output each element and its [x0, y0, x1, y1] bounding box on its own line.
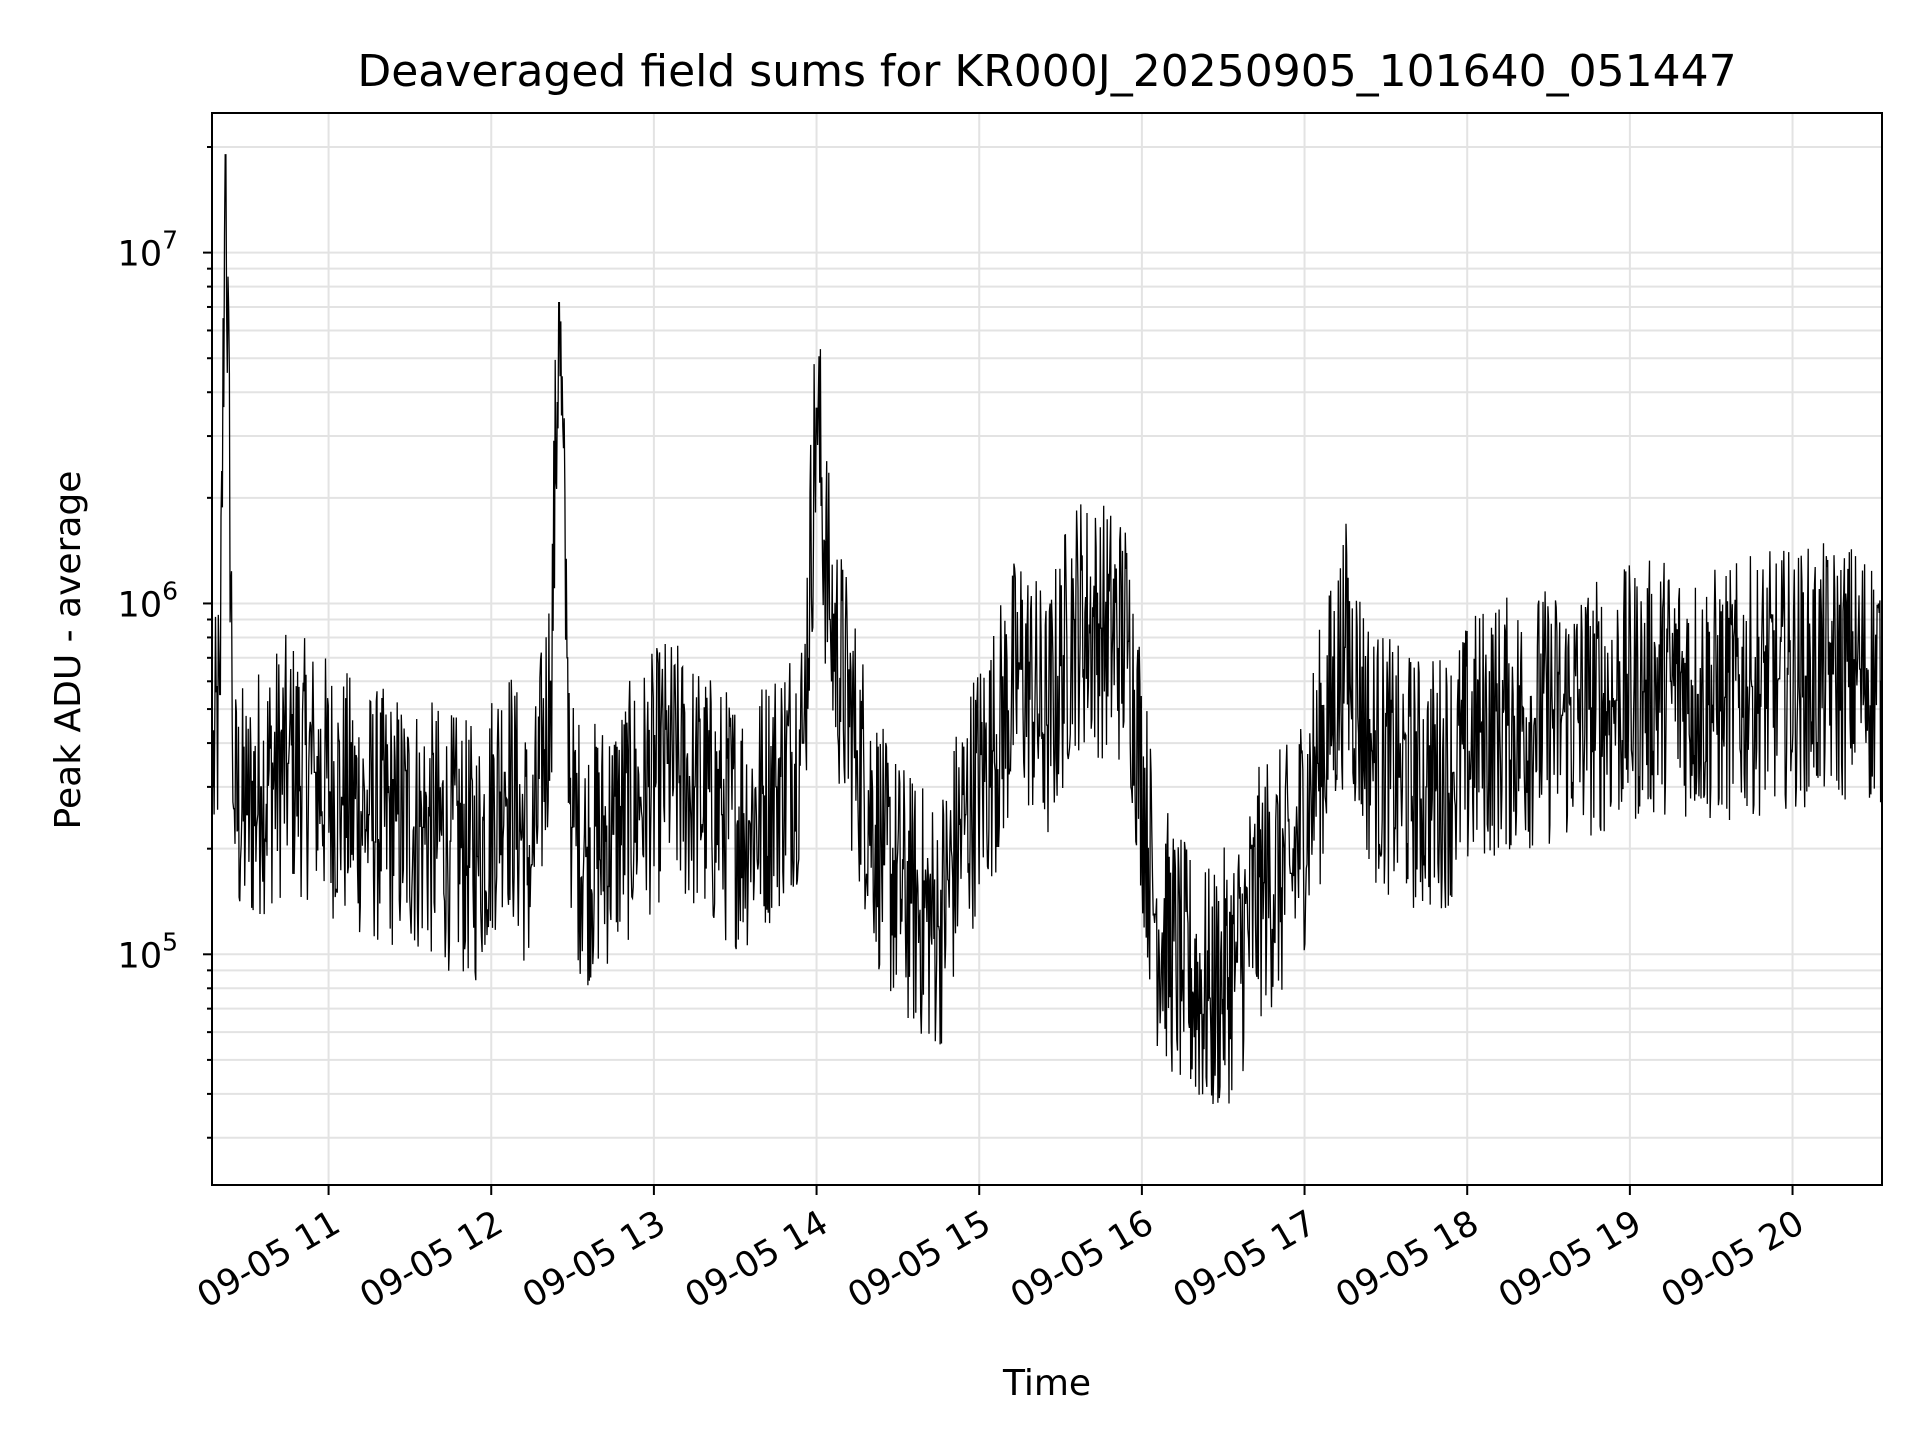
series-path [212, 154, 1882, 1105]
plot-frame [211, 112, 1883, 1186]
chart-title: Deaveraged field sums for KR000J_2025090… [357, 46, 1736, 97]
x-tick-label: 09-05 16 [1004, 1203, 1160, 1316]
series-line [212, 154, 1882, 1105]
y-tick-label: 107 [118, 226, 178, 275]
y-axis-label: Peak ADU - average [48, 471, 89, 830]
y-tick-exponent: 6 [162, 576, 178, 605]
x-tick-label: 09-05 19 [1492, 1203, 1648, 1316]
x-tick-label: 09-05 17 [1167, 1203, 1323, 1316]
x-tick-label: 09-05 11 [191, 1203, 347, 1316]
x-tick-label: 09-05 12 [353, 1203, 509, 1316]
y-tick-exponent: 5 [162, 927, 178, 956]
x-tick-label: 09-05 20 [1655, 1203, 1811, 1316]
x-tick-label: 09-05 18 [1329, 1203, 1485, 1316]
y-tick-label: 105 [118, 927, 178, 976]
y-tick-base: 10 [118, 585, 163, 625]
grid-lines [212, 113, 1882, 1185]
x-tick-label: 09-05 15 [841, 1203, 997, 1316]
x-tick-label: 09-05 13 [516, 1203, 672, 1316]
x-axis-label: Time [1002, 1363, 1091, 1404]
x-tick-label: 09-05 14 [679, 1203, 835, 1316]
y-tick-exponent: 7 [162, 226, 178, 255]
y-tick-label: 106 [118, 576, 178, 625]
y-tick-base: 10 [118, 936, 163, 976]
y-tick-base: 10 [118, 235, 163, 275]
